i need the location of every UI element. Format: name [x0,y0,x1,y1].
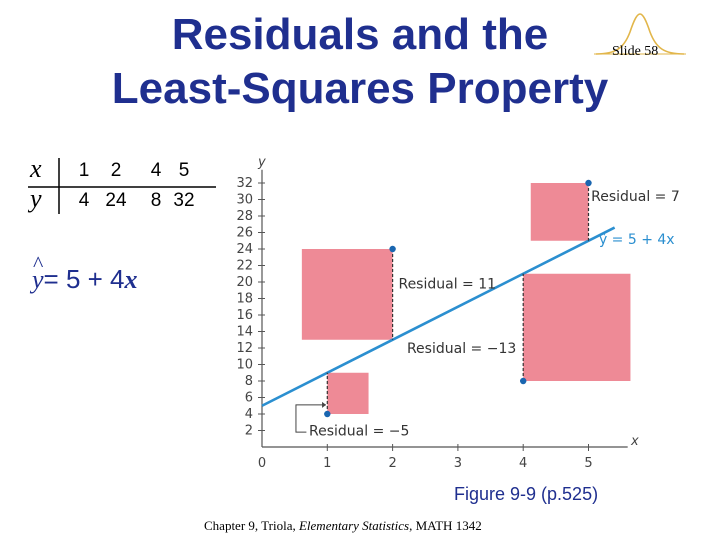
residual-square [523,273,631,381]
table-y-cell: 32 [173,190,195,211]
y-tick-label: 20 [236,275,253,290]
residual-square [301,249,393,340]
y-tick-label: 8 [245,374,253,389]
title-line-2: Least-Squares Property [111,64,609,113]
table-y-cell: 4 [78,190,90,211]
regression-line-label: ŷ = 5 + 4x [599,232,675,248]
residual-callout [295,404,326,433]
bell-curve-icon [594,13,686,55]
footer-book-title: Elementary Statistics [298,518,410,533]
data-point [389,245,396,253]
x-axis-label: x [630,434,639,449]
y-tick-label: 10 [236,358,253,373]
data-point [585,179,592,187]
residual-label: Residual = 11 [398,277,496,293]
table-x-label: x [30,154,42,183]
equation-y-hat: ^ y [32,251,44,294]
title-line-1: Residuals and the [171,10,549,59]
data-table: x y 1 2 4 5 4 24 8 32 [28,156,218,216]
residual-square [530,183,589,241]
y-tick-label: 30 [236,193,253,208]
x-tick-label: 3 [454,456,462,471]
y-tick-label: 2 [245,424,253,439]
residual-label: Residual = −13 [407,341,516,357]
y-tick-label: 18 [236,292,253,307]
residual-square [327,372,369,414]
x-tick-label: 5 [584,456,592,471]
y-tick-label: 16 [236,308,253,323]
callout-arrowhead [322,401,326,408]
y-tick-label: 4 [245,407,253,422]
regression-equation: ^ y= 5 + 4x [32,251,138,295]
table-y-cell: 24 [105,190,127,211]
x-tick-label: 2 [388,456,396,471]
y-tick-label: 12 [236,341,253,356]
residual-label: Residual = −5 [309,423,409,439]
table-x-cell: 1 [78,160,90,181]
y-axis-label: y [257,155,266,170]
x-tick-label: 4 [519,456,527,471]
y-tick-label: 32 [236,176,253,191]
equation-hat: ^ [33,251,44,276]
y-tick-label: 6 [245,391,253,406]
slide-number: Slide 58 [612,44,659,59]
footer: Chapter 9, Triola, Elementary Statistics… [204,518,482,534]
table-lines [28,158,216,214]
table-y-label: y [30,184,42,213]
residual-label: Residual = 7 [591,189,680,205]
footer-pre: Chapter 9, Triola, [204,518,299,533]
x-tick-label: 1 [323,456,331,471]
figure-caption: Figure 9-9 (p.525) [454,484,599,504]
y-tick-label: 14 [236,325,253,340]
y-tick-label: 28 [236,209,253,224]
data-point [520,377,527,385]
slide-title: Residuals and the Least-Squares Property [90,8,630,116]
equation-x: x [124,265,138,294]
table-y-cell: 8 [150,190,162,211]
y-tick-label: 24 [236,242,253,257]
equation-rhs: = 5 + 4 [43,264,125,294]
y-tick-label: 22 [236,259,253,274]
table-x-cell: 5 [178,160,190,181]
x-tick-label: 0 [258,456,266,471]
data-point [324,410,331,418]
table-x-cell: 2 [110,160,122,181]
table-x-cell: 4 [150,160,162,181]
footer-post: , MATH 1342 [409,518,482,533]
equation-y: y [32,265,44,294]
regression-line [261,226,616,407]
y-tick-label: 26 [236,226,253,241]
